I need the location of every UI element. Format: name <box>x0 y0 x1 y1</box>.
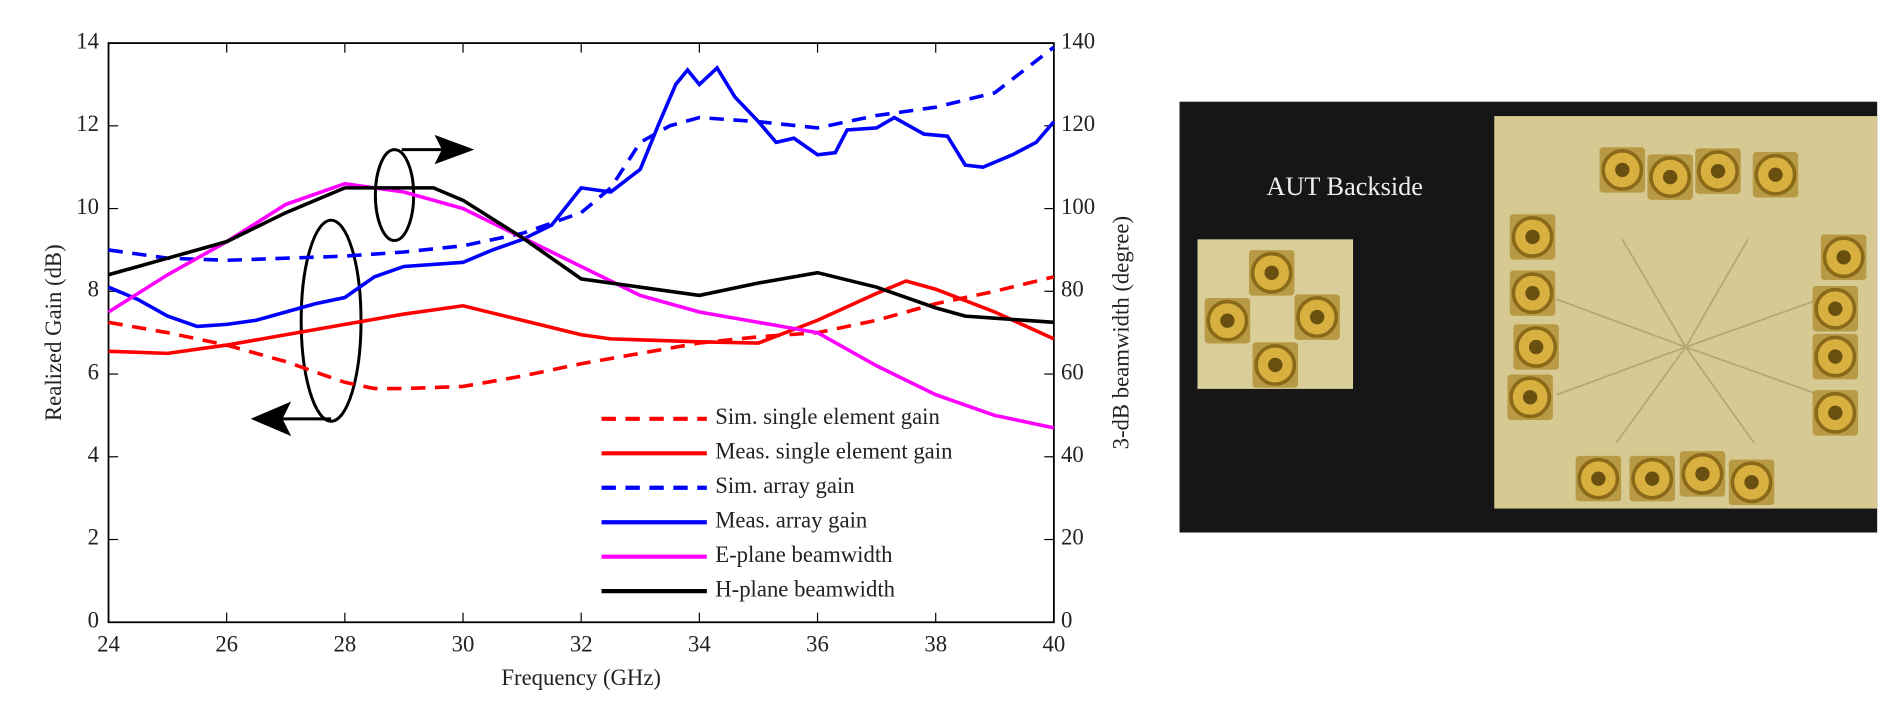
y-tick-label: 4 <box>88 442 99 467</box>
y-tick-label: 2 <box>88 525 99 550</box>
connector-pin <box>1264 266 1278 280</box>
x-tick-label: 40 <box>1043 631 1066 656</box>
y-tick-label: 12 <box>76 111 99 136</box>
connector-pin <box>1828 349 1842 363</box>
connector-pin <box>1695 467 1709 481</box>
connector-pin <box>1837 250 1851 264</box>
photo-caption: AUT Backside <box>1266 172 1423 201</box>
legend-label: Meas. array gain <box>715 507 868 532</box>
x-tick-label: 32 <box>570 631 593 656</box>
photo: AUT Backside <box>1180 102 1878 533</box>
connector-pin <box>1615 163 1629 177</box>
y-tick-label: 6 <box>88 359 99 384</box>
series-line <box>109 277 1054 389</box>
legend-label: E-plane beamwidth <box>715 542 893 567</box>
legend-label: H-plane beamwidth <box>715 576 895 601</box>
connector-pin <box>1645 471 1659 485</box>
x-tick-label: 24 <box>97 631 120 656</box>
connector-pin <box>1591 471 1605 485</box>
connector-pin <box>1268 358 1282 372</box>
y2-tick-label: 60 <box>1061 359 1084 384</box>
connector-pin <box>1529 340 1543 354</box>
x-tick-label: 34 <box>688 631 711 656</box>
legend-label: Meas. single element gain <box>715 439 953 464</box>
y2-tick-label: 140 <box>1061 28 1095 53</box>
connector-pin <box>1525 286 1539 300</box>
connector-pin <box>1310 310 1324 324</box>
y-tick-label: 14 <box>76 28 99 53</box>
connector-pin <box>1523 390 1537 404</box>
connector-pin <box>1220 314 1234 328</box>
connector-pin <box>1768 168 1782 182</box>
series-line <box>109 281 1054 353</box>
y2-tick-label: 100 <box>1061 194 1095 219</box>
page: AUT Backside Frequency (GHz) Realized Ga… <box>0 0 1878 718</box>
connector-pin <box>1828 406 1842 420</box>
x-tick-label: 28 <box>333 631 356 656</box>
series-line <box>109 68 1054 327</box>
legend-label: Sim. single element gain <box>715 404 940 429</box>
x-tick-label: 26 <box>215 631 238 656</box>
y-axis-label: Realized Gain (dB) <box>41 244 66 421</box>
y2-axis-label: 3-dB beamwidth (degree) <box>1109 216 1134 449</box>
connector-pin <box>1663 170 1677 184</box>
y2-tick-label: 0 <box>1061 607 1072 632</box>
y2-tick-label: 20 <box>1061 525 1084 550</box>
plot-frame <box>109 43 1054 622</box>
connector-pin <box>1828 302 1842 316</box>
series-line <box>109 184 1054 428</box>
y2-tick-label: 80 <box>1061 277 1084 302</box>
legend-label: Sim. array gain <box>715 473 855 498</box>
y2-tick-label: 120 <box>1061 111 1095 136</box>
connector-pin <box>1711 164 1725 178</box>
series-line <box>109 188 1054 322</box>
y2-tick-label: 40 <box>1061 442 1084 467</box>
figure: AUT Backside Frequency (GHz) Realized Ga… <box>0 0 1878 718</box>
connector-pin <box>1525 230 1539 244</box>
y-tick-label: 0 <box>88 607 99 632</box>
x-tick-label: 36 <box>806 631 829 656</box>
y-tick-label: 10 <box>76 194 99 219</box>
x-tick-label: 38 <box>924 631 947 656</box>
y-tick-label: 8 <box>88 277 99 302</box>
x-axis-label: Frequency (GHz) <box>501 665 661 690</box>
connector-pin <box>1744 475 1758 489</box>
x-tick-label: 30 <box>452 631 475 656</box>
